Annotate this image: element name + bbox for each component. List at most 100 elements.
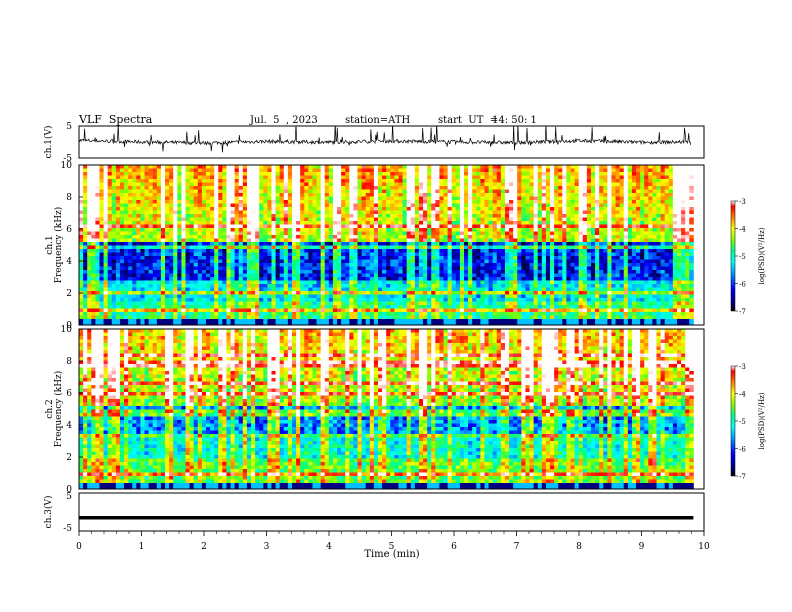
spectrogram-cell [165,228,170,232]
spectrogram-cell [205,175,211,180]
spectrogram-cell [484,249,489,253]
spectrogram-cell [685,193,690,197]
spectrogram-cell [664,214,670,218]
spectrogram-cell [509,270,514,274]
spectrogram-cell [87,242,92,246]
spectrogram-cell [517,179,522,183]
spectrogram-cell [115,224,121,229]
spectrogram-cell [660,189,666,194]
spectrogram-cell [128,245,133,250]
spectrogram-cell [562,252,567,257]
spectrogram-cell [464,182,469,187]
spectrogram-cell [599,242,604,246]
spectrogram-cell [283,203,289,208]
spectrogram-cell [492,207,498,211]
spectrogram-cell [599,200,604,204]
spectrogram-cell [533,277,539,281]
spectrogram-cell [152,168,158,173]
spectrogram-cell [218,263,223,267]
spectrogram-cell [418,266,424,271]
spectrogram-cell [148,196,154,201]
spectrogram-cell [99,203,104,208]
spectrogram-cell [414,182,420,187]
spectrogram-cell [353,252,358,257]
spectrogram-cell [382,168,387,173]
spectrogram-cell [275,193,281,197]
spectrogram-cell [660,207,666,211]
spectrogram-cell [193,277,199,281]
spectrogram-cell [79,193,84,197]
spectrogram-cell [152,231,158,236]
spectrogram-cell [455,210,461,215]
spectrogram-cell [369,193,375,197]
spectrogram-cell [672,200,678,204]
spectrogram-cell [95,214,100,218]
spectrogram-cell [373,186,379,190]
spectrogram-cell [574,165,580,169]
spectrogram-cell [144,179,150,183]
spectrogram-cell [664,189,670,194]
spectrogram-cell [468,249,473,253]
spectrogram-cell [222,217,227,222]
spectrogram-cell [128,277,133,281]
spectrogram-cell [210,266,215,271]
spectrogram-cell [361,182,367,187]
spectrogram-cell [656,189,662,194]
spectrogram-cell [357,277,363,281]
spectrogram-cell [525,238,530,243]
spectrogram-cell [378,186,383,190]
spectrogram-cell [226,245,231,250]
spectrogram-cell [402,182,408,187]
spectrogram-cell [124,273,129,278]
spectrogram-cell [132,245,137,250]
spectrogram-cell [566,242,571,246]
spectrogram-cell [263,256,268,260]
spectrogram-cell [525,200,530,204]
spectrogram-cell [537,266,543,271]
spectrogram-cell [574,172,580,176]
spectrogram-cell [664,175,670,180]
spectrogram-cell [197,280,203,285]
spectrogram-cell [341,231,346,236]
spectrogram-cell [566,175,571,180]
spectrogram-cell [201,210,207,215]
spectrogram-cell [689,175,694,180]
spectrogram-cell [373,210,379,215]
spectrogram-cell [513,259,518,264]
spectrogram-cell [554,200,559,204]
spectrogram-cell [287,249,293,253]
spectrogram-cell [500,203,506,208]
spectrogram-cell [676,221,682,225]
spectrogram-cell [529,259,535,264]
spectrogram-cell [218,210,223,215]
spectrogram-cell [95,182,100,187]
spectrogram-cell [566,228,571,232]
spectrogram-cell [119,263,125,267]
spectrogram-cell [656,207,662,211]
spectrogram-cell [185,172,190,176]
spectrogram-cell [521,214,526,218]
spectrogram-cell [222,273,227,278]
spectrogram-cell [439,270,444,274]
spectrogram-cell [586,172,592,176]
spectrogram-cell [668,200,674,204]
spectrogram-cell [640,168,645,173]
spectrogram-cell [210,200,215,204]
spectrogram-cell [181,238,186,243]
spectrogram-cell [218,224,223,229]
spectrogram-cell [578,165,584,169]
spectrogram-cell [443,242,449,246]
spectrogram-cell [640,252,645,257]
spectrogram-cell [599,182,604,187]
spectrogram-cell [185,224,190,229]
spectrogram-cell [664,256,670,260]
spectrogram-cell [267,221,272,225]
spectrogram-cell [529,165,535,169]
spectrogram-cell [418,238,424,243]
spectrogram-cell [246,193,252,197]
spectrogram-cell [521,277,526,281]
spectrogram-cell [87,210,92,215]
spectrogram-cell [91,189,96,194]
spectrogram-cell [144,207,150,211]
spectrogram-cell [595,207,600,211]
